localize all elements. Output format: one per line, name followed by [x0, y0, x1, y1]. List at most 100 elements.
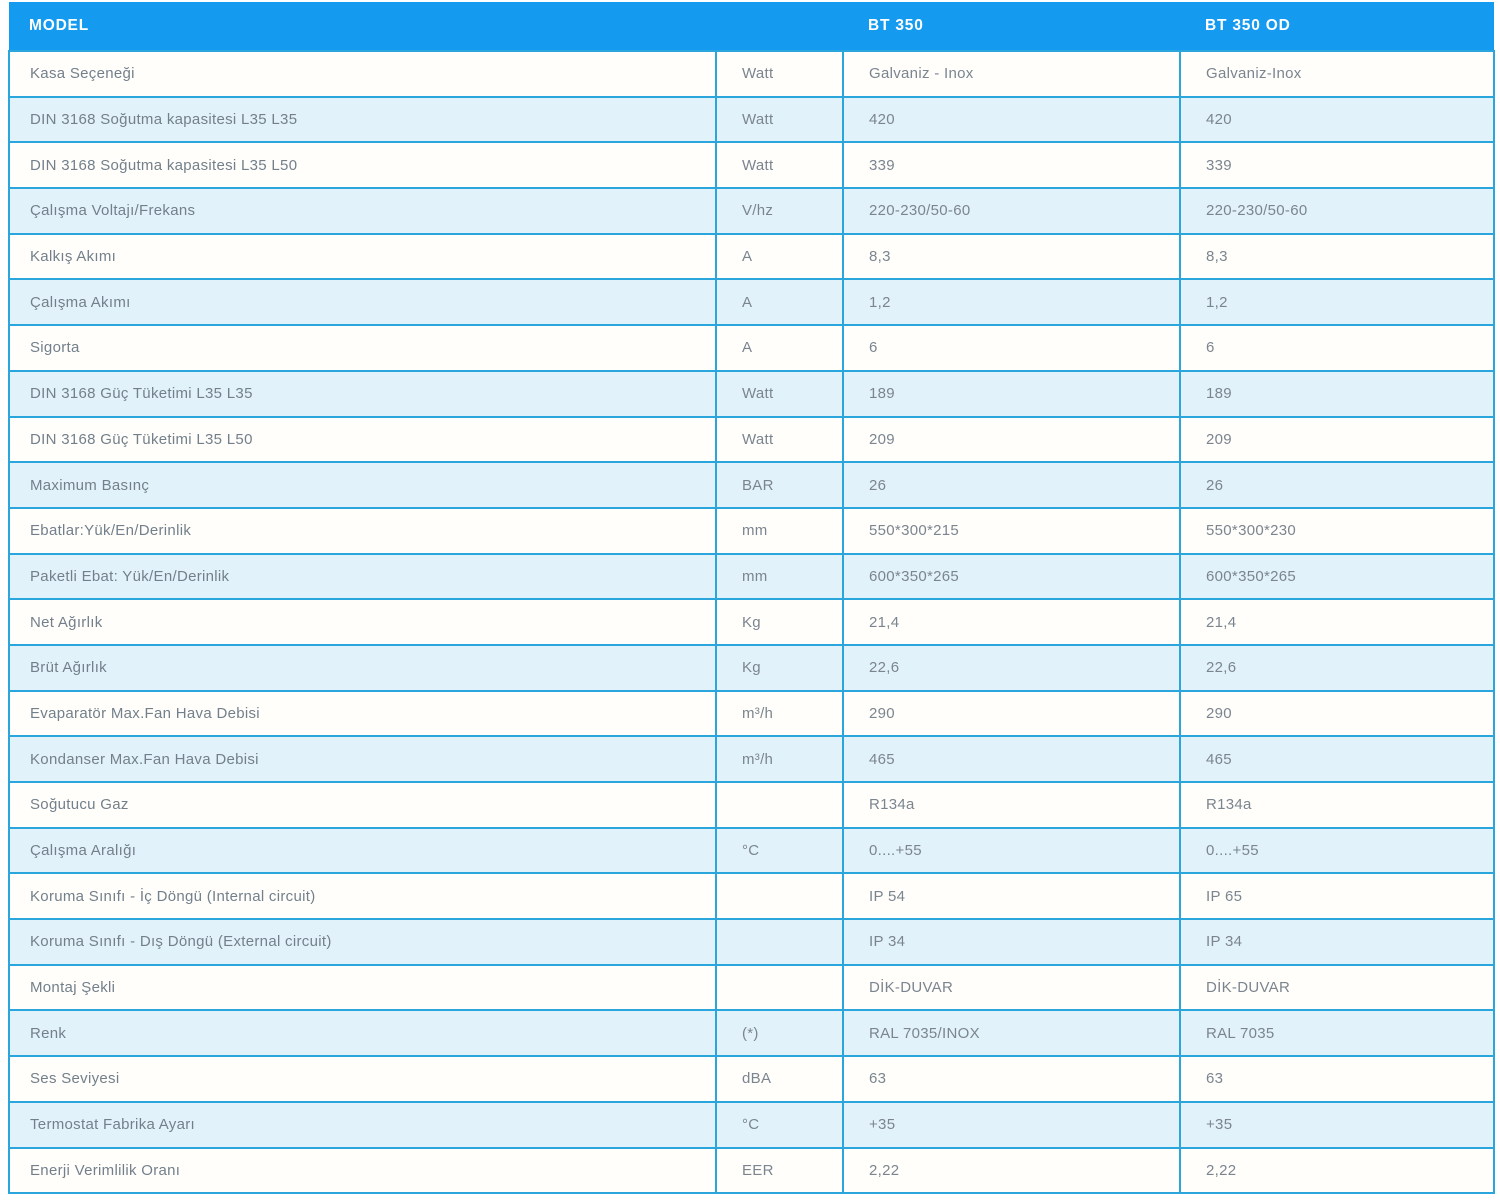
- table-row: Montaj Şekli DİK-DUVAR DİK-DUVAR: [8, 963, 1495, 1012]
- table-row: Kondanser Max.Fan Hava Debisi m³/h 465 465: [8, 735, 1495, 783]
- row-value-cell-bt350od: 220-230/50-60: [1179, 187, 1495, 235]
- row-value-cell-bt350od: 600*350*265: [1179, 552, 1495, 601]
- row-value-cell-bt350: 220-230/50-60: [842, 187, 1181, 235]
- row-value-cell-bt350: 550*300*215: [842, 506, 1181, 555]
- row-value-cell-bt350: 63: [842, 1055, 1181, 1103]
- row-label-cell: DIN 3168 Soğutma kapasitesi L35 L35: [8, 95, 717, 144]
- row-value-cell-bt350od: 26: [1179, 461, 1495, 509]
- row-value-cell-bt350: R134a: [842, 781, 1181, 829]
- row-value-cell-bt350od: 465: [1179, 735, 1495, 783]
- row-label-cell: Koruma Sınıfı - İç Döngü (Internal circu…: [8, 872, 717, 921]
- row-label-cell: Kalkış Akımı: [8, 232, 717, 281]
- row-label-cell: Montaj Şekli: [8, 963, 717, 1012]
- row-unit-cell: [715, 963, 844, 1012]
- row-label-cell: Çalışma Aralığı: [8, 826, 717, 875]
- row-value-cell-bt350: 22,6: [842, 643, 1181, 692]
- row-unit-cell: Watt: [715, 50, 844, 98]
- table-row: Enerji Verimlilik Oranı EER 2,22 2,22: [8, 1146, 1495, 1195]
- table-row: Soğutucu Gaz R134a R134a: [8, 781, 1495, 829]
- row-value-cell-bt350od: 21,4: [1179, 598, 1495, 646]
- row-value-cell-bt350od: 0....+55: [1179, 826, 1495, 875]
- header-cell-unit: [716, 2, 843, 51]
- table-row: Kalkış Akımı A 8,3 8,3: [8, 232, 1495, 281]
- row-value-cell-bt350: 1,2: [842, 278, 1181, 327]
- row-value-cell-bt350: 189: [842, 369, 1181, 418]
- table-row: DIN 3168 Soğutma kapasitesi L35 L50 Watt 3…: [8, 141, 1495, 190]
- row-label-cell: Çalışma Akımı: [8, 278, 717, 327]
- row-value-cell-bt350: RAL 7035/INOX: [842, 1009, 1181, 1058]
- row-unit-cell: Watt: [715, 369, 844, 418]
- row-value-cell-bt350: DİK-DUVAR: [842, 963, 1181, 1012]
- row-label-cell: Kasa Seçeneği: [8, 50, 717, 98]
- row-value-cell-bt350od: 420: [1179, 95, 1495, 144]
- row-value-cell-bt350od: 2,22: [1179, 1146, 1495, 1195]
- row-value-cell-bt350od: R134a: [1179, 781, 1495, 829]
- row-label-cell: Paketli Ebat: Yük/En/Derinlik: [8, 552, 717, 601]
- row-value-cell-bt350od: Galvaniz-Inox: [1179, 50, 1495, 98]
- row-value-cell-bt350od: +35: [1179, 1100, 1495, 1149]
- header-cell-model: MODEL: [9, 2, 716, 51]
- row-value-cell-bt350: 6: [842, 324, 1181, 372]
- row-unit-cell: Watt: [715, 95, 844, 144]
- row-label-cell: Ses Seviyesi: [8, 1055, 717, 1103]
- row-label-cell: Ebatlar:Yük/En/Derinlik: [8, 506, 717, 555]
- header-cell-bt350od: BT 350 OD: [1180, 2, 1494, 51]
- row-value-cell-bt350: 8,3: [842, 232, 1181, 281]
- row-value-cell-bt350: 290: [842, 689, 1181, 738]
- row-unit-cell: mm: [715, 552, 844, 601]
- row-unit-cell: V/hz: [715, 187, 844, 235]
- table-row: Paketli Ebat: Yük/En/Derinlik mm 600*350*2…: [8, 552, 1495, 601]
- row-unit-cell: [715, 781, 844, 829]
- row-unit-cell: BAR: [715, 461, 844, 509]
- row-unit-cell: Kg: [715, 598, 844, 646]
- spec-table-header: MODEL BT 350 BT 350 OD: [9, 2, 1494, 51]
- row-value-cell-bt350: Galvaniz - Inox: [842, 50, 1181, 98]
- table-row: DIN 3168 Soğutma kapasitesi L35 L35 Watt 4…: [8, 95, 1495, 144]
- row-label-cell: Sigorta: [8, 324, 717, 372]
- row-label-cell: Çalışma Voltajı/Frekans: [8, 187, 717, 235]
- table-row: Çalışma Voltajı/Frekans V/hz 220-230/50-60…: [8, 187, 1495, 235]
- table-row: Brüt Ağırlık Kg 22,6 22,6: [8, 643, 1495, 692]
- row-value-cell-bt350: IP 34: [842, 918, 1181, 966]
- row-value-cell-bt350: 209: [842, 415, 1181, 464]
- row-unit-cell: Watt: [715, 141, 844, 190]
- table-row: Maximum Basınç BAR 26 26: [8, 461, 1495, 509]
- row-value-cell-bt350od: 1,2: [1179, 278, 1495, 327]
- row-value-cell-bt350od: 339: [1179, 141, 1495, 190]
- row-value-cell-bt350od: IP 65: [1179, 872, 1495, 921]
- row-value-cell-bt350: IP 54: [842, 872, 1181, 921]
- table-row: Koruma Sınıfı - İç Döngü (Internal circu…: [8, 872, 1495, 921]
- row-unit-cell: A: [715, 232, 844, 281]
- table-row: DIN 3168 Güç Tüketimi L35 L35 Watt 189 189: [8, 369, 1495, 418]
- row-label-cell: Termostat Fabrika Ayarı: [8, 1100, 717, 1149]
- row-value-cell-bt350: 600*350*265: [842, 552, 1181, 601]
- row-unit-cell: m³/h: [715, 689, 844, 738]
- row-value-cell-bt350od: DİK-DUVAR: [1179, 963, 1495, 1012]
- row-unit-cell: A: [715, 324, 844, 372]
- row-value-cell-bt350: 26: [842, 461, 1181, 509]
- table-row: Sigorta A 6 6: [8, 324, 1495, 372]
- row-unit-cell: °C: [715, 826, 844, 875]
- row-label-cell: Koruma Sınıfı - Dış Döngü (External circ…: [8, 918, 717, 966]
- table-row: Ebatlar:Yük/En/Derinlik mm 550*300*215 550*…: [8, 506, 1495, 555]
- row-value-cell-bt350od: 8,3: [1179, 232, 1495, 281]
- table-row: Evaparatör Max.Fan Hava Debisi m³/h 290 290: [8, 689, 1495, 738]
- row-value-cell-bt350od: 63: [1179, 1055, 1495, 1103]
- row-label-cell: Enerji Verimlilik Oranı: [8, 1146, 717, 1195]
- table-row: Ses Seviyesi dBA 63 63: [8, 1055, 1495, 1103]
- row-label-cell: Evaparatör Max.Fan Hava Debisi: [8, 689, 717, 738]
- row-value-cell-bt350od: 550*300*230: [1179, 506, 1495, 555]
- row-label-cell: DIN 3168 Soğutma kapasitesi L35 L50: [8, 141, 717, 190]
- row-unit-cell: [715, 918, 844, 966]
- row-value-cell-bt350: 2,22: [842, 1146, 1181, 1195]
- table-row: Net Ağırlık Kg 21,4 21,4: [8, 598, 1495, 646]
- row-unit-cell: mm: [715, 506, 844, 555]
- table-row: DIN 3168 Güç Tüketimi L35 L50 Watt 209 209: [8, 415, 1495, 464]
- row-label-cell: Kondanser Max.Fan Hava Debisi: [8, 735, 717, 783]
- row-value-cell-bt350: 21,4: [842, 598, 1181, 646]
- row-value-cell-bt350: 465: [842, 735, 1181, 783]
- row-label-cell: Renk: [8, 1009, 717, 1058]
- row-label-cell: Brüt Ağırlık: [8, 643, 717, 692]
- row-value-cell-bt350od: 209: [1179, 415, 1495, 464]
